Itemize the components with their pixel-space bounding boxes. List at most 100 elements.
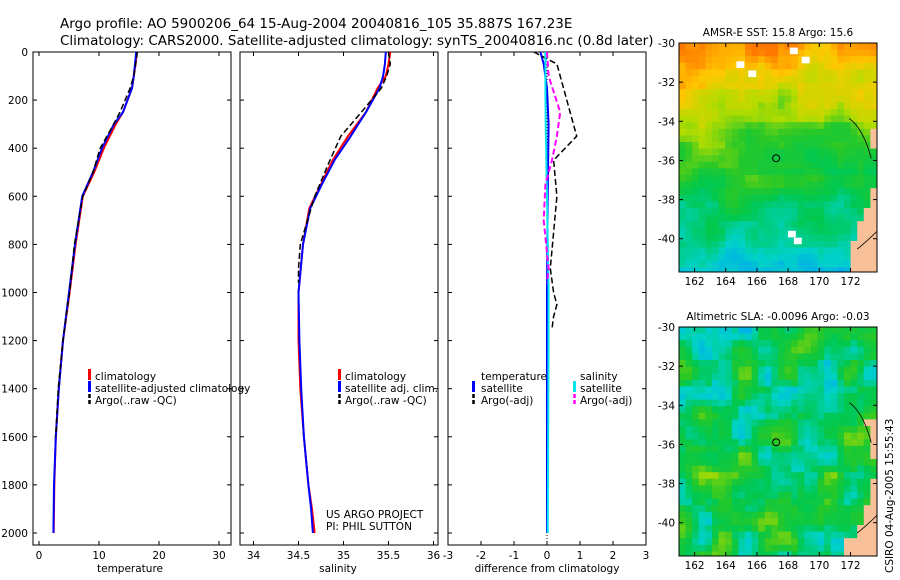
- map-cell: [850, 102, 858, 110]
- map-cell: [718, 327, 726, 334]
- map-cell: [679, 399, 686, 407]
- map-cell: [837, 465, 845, 473]
- map-cell: [824, 234, 832, 242]
- temperature-panel: [32, 51, 232, 546]
- map-cell: [718, 241, 726, 248]
- map-cell: [817, 419, 825, 427]
- map-cell: [870, 254, 877, 262]
- map-cell: [778, 201, 785, 209]
- map-cell: [679, 518, 686, 526]
- map-cell: [817, 95, 825, 103]
- map-cell: [811, 208, 818, 215]
- map-cell: [685, 346, 693, 354]
- map-cell: [745, 76, 752, 83]
- map-cell: [738, 406, 746, 414]
- map-cell: [725, 346, 733, 354]
- map-cell: [764, 109, 772, 116]
- map-cell: [844, 247, 851, 255]
- map-cell: [764, 161, 772, 169]
- map-cell: [804, 498, 812, 506]
- map-cell: [705, 181, 713, 189]
- map-cell: [758, 175, 766, 182]
- map-cell: [771, 181, 779, 189]
- map-cell: [692, 459, 700, 466]
- map-cell: [705, 472, 713, 480]
- map-cell: [811, 115, 818, 123]
- map-cell: [797, 505, 805, 513]
- map-cell: [751, 89, 759, 97]
- map-cell: [758, 142, 766, 149]
- map-y-tick-label: -30: [658, 38, 675, 50]
- map-cell: [811, 155, 818, 163]
- map-cell: [764, 525, 772, 532]
- map-cell: [751, 122, 759, 130]
- map-cell: [679, 208, 686, 215]
- map-cell: [870, 56, 877, 64]
- map-cell: [791, 327, 799, 334]
- y-tick-label: 1600: [1, 432, 28, 444]
- map-cell: [797, 492, 805, 499]
- map-cell: [679, 538, 686, 546]
- map-cell: [758, 393, 766, 400]
- map-cell: [771, 142, 779, 149]
- map-cell: [837, 69, 845, 77]
- map-cell: [811, 439, 818, 447]
- map-cell: [705, 254, 713, 262]
- map-cell: [705, 56, 713, 64]
- map-cell: [811, 551, 818, 556]
- map-cell: [758, 379, 766, 387]
- map-cell: [692, 102, 700, 110]
- map-cell: [863, 254, 871, 262]
- map-cell: [718, 227, 726, 235]
- map-cell: [837, 194, 845, 202]
- map-cell: [738, 393, 746, 400]
- map-cell: [857, 221, 865, 229]
- map-cell: [771, 498, 779, 506]
- map-cell: [692, 221, 700, 229]
- map-cell: [731, 214, 739, 222]
- map-cell: [705, 531, 713, 539]
- map-cell: [745, 432, 752, 440]
- map-cell: [863, 406, 871, 414]
- map-cell: [817, 201, 825, 209]
- map-cell: [797, 128, 805, 136]
- map-cell: [804, 472, 812, 480]
- map-cell: [758, 485, 766, 493]
- map-cell: [863, 373, 871, 381]
- map-cell: [830, 161, 838, 169]
- map-cell: [850, 432, 858, 440]
- map-cell: [791, 544, 799, 552]
- map-cell: [804, 227, 812, 235]
- map-cell: [837, 175, 845, 182]
- map-cell: [844, 346, 851, 354]
- map-cell: [824, 62, 832, 70]
- map-cell: [778, 439, 785, 447]
- map-cell: [830, 511, 838, 519]
- map-cell: [685, 135, 693, 143]
- panel-1-marks: 0 10 20 30020040060080010001200140016001800…: [1, 47, 231, 562]
- map-cell: [771, 525, 779, 532]
- map-cell: [778, 43, 785, 50]
- map-cell: [738, 419, 746, 427]
- map-cell: [698, 419, 706, 427]
- y-tick-label: 1000: [1, 287, 28, 299]
- map-cell: [731, 353, 739, 361]
- map-cell: [830, 148, 838, 156]
- map-cell: [791, 551, 799, 556]
- x-tick-label: -2: [476, 550, 486, 562]
- map-cell: [844, 181, 851, 189]
- map-cell: [830, 89, 838, 97]
- map-cell: [725, 142, 733, 149]
- map-cell: [692, 43, 700, 50]
- map-cell: [791, 194, 799, 202]
- legend-label-argo: Argo(..raw -QC): [345, 395, 427, 407]
- map-cell: [824, 498, 832, 506]
- map-cell: [758, 386, 766, 394]
- map-cell: [784, 525, 792, 532]
- map-cell: [824, 109, 832, 116]
- map-cell: [745, 49, 752, 57]
- map-cell: [758, 518, 766, 526]
- map-cell: [837, 221, 845, 229]
- map-cell: [738, 148, 746, 156]
- map-cell: [791, 386, 799, 394]
